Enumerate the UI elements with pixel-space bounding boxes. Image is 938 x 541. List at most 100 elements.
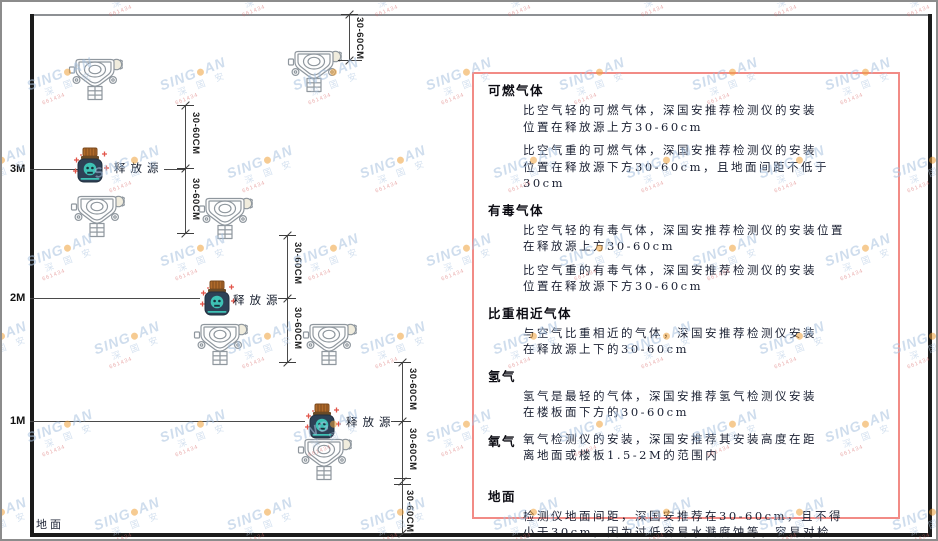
orange-dot-icon [130,331,140,341]
section-paragraph: 比空气轻的有毒气体，深国安推荐检测仪的安装位置 在释放源上方30-60cm [523,222,845,254]
section-heading-ground: 地面 [488,488,517,504]
orange-dot-icon [329,243,339,253]
watermark-company: 深 国 安 [0,334,31,362]
watermark-code: 661434 [174,92,200,107]
release-source-icon [302,403,342,441]
watermark-company: 深 国 安 [243,158,297,187]
release-source-icon [197,280,237,318]
release-source-icon [70,147,110,185]
gas-detector-icon [67,55,124,105]
watermark-company: 深 国 安 [376,158,430,187]
watermark-code: 661434 [241,532,267,541]
orange-dot-icon [2,507,7,517]
gas-detector-icon [192,320,249,370]
watermark-code: 661434 [906,532,932,541]
dimension-tick [394,478,411,479]
watermark-company: 深 国 安 [110,334,164,363]
info-panel: 可燃气体 比空气轻的可燃气体，深国安推荐检测仪的安装 位置在释放源上方30-60… [472,72,900,539]
section-paragraph: 氧气检测仪的安装，深国安推荐其安装高度在距 离地面或楼板1.5-2M的范围内 [523,431,817,463]
watermark-company: 深 国 安 [43,422,97,451]
dimension-tick [394,484,411,485]
gas-detector-icon [286,47,343,97]
orange-dot-icon [2,331,7,341]
watermark-code: 661434 [41,268,67,283]
dimension-label: 30-60CM [407,428,418,471]
release-source-label: 释放源 [346,415,396,429]
ground-label: 地面 [36,518,64,531]
dimension-label: 30-60CM [354,17,365,60]
orange-dot-icon [196,67,206,77]
dimension-label: 30-60CM [404,490,415,533]
section-paragraph: 与空气比重相近的气体，深国安推荐检测仪安装 在释放源上下的30-60cm [523,325,817,357]
orange-dot-icon [396,331,406,341]
orange-dot-icon [130,507,140,517]
watermark-company: 深 国 安 [309,246,363,275]
watermark-company: 深 国 安 [908,334,938,363]
watermark-company: 深 国 安 [176,246,230,275]
height-label-1m: 1M [10,415,26,427]
gas-detector-icon [301,320,358,370]
section-oxygen-row: 氧气 氧气检测仪的安装，深国安推荐其安装高度在距 离地面或楼板1.5-2M的范围… [488,431,884,464]
height-line-2m [30,298,200,299]
orange-dot-icon [462,419,472,429]
watermark-code: 661434 [241,180,267,195]
watermark-code: 661434 [906,180,932,195]
section-paragraph: 比空气轻的可燃气体，深国安推荐检测仪的安装 位置在释放源上方30-60cm [523,103,817,134]
watermark-code: 661434 [374,180,400,195]
watermark-company: 深 国 安 [508,2,564,11]
dimension-label: 30-60CM [190,112,201,155]
dimension-line [402,362,403,535]
orange-dot-icon [462,243,472,253]
watermark-company: 深 国 安 [376,334,430,363]
watermark-company: 深 国 安 [0,510,31,538]
watermark-company: 深 国 安 [908,158,938,187]
gas-detector-icon [197,194,254,244]
watermark-code: 661434 [174,444,200,459]
watermark-company: 深 国 安 [176,70,230,99]
dimension-line [349,14,350,60]
section-heading-hydrogen: 氢气 [488,368,517,384]
watermark-company: 深 国 安 [641,2,697,11]
section-paragraph: 比空气重的有毒气体，深国安推荐检测仪的安装 位置在释放源下方30-60cm [523,262,817,294]
section-heading-similar-density-gas: 比重相近气体 [488,305,573,321]
watermark-code: 661434 [307,268,333,283]
watermark-code: 661434 [174,268,200,283]
watermark-company: 深 国 安 [43,246,97,275]
orange-dot-icon [263,507,273,517]
section-heading-toxic-gas: 有毒气体 [488,202,545,218]
orange-dot-icon [396,155,406,165]
watermark-company: 深 国 安 [176,422,230,451]
orange-dot-icon [196,243,206,253]
left-wall [30,14,34,537]
section-paragraph: 比空气重的可燃气体，深国安推荐检测仪的安装 位置在释放源下方30-60cm，且地… [523,143,829,190]
watermark-company: 深 国 安 [375,2,431,11]
dimension-label: 30-60CM [407,368,418,411]
orange-dot-icon [263,331,273,341]
